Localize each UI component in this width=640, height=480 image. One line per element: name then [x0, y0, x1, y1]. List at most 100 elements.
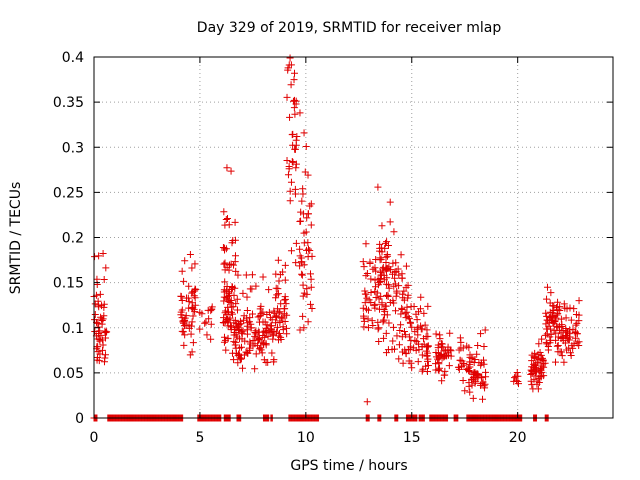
data-point [246, 338, 254, 346]
data-point [535, 367, 543, 375]
data-point [479, 395, 487, 403]
data-point [202, 318, 210, 326]
data-point [257, 302, 265, 310]
data-point [269, 331, 277, 339]
data-point [384, 292, 392, 300]
data-point [378, 299, 386, 307]
data-point [376, 256, 384, 264]
data-point [560, 300, 568, 308]
data-point [401, 309, 409, 317]
y-tick-label: 0.1 [62, 321, 84, 337]
data-point [178, 267, 186, 275]
data-point [178, 327, 186, 335]
data-point [371, 288, 379, 296]
data-point [365, 296, 373, 304]
y-tick-label: 0.3 [62, 140, 84, 156]
data-point [542, 339, 550, 347]
data-point [446, 329, 454, 337]
data-point [470, 359, 478, 367]
data-point [566, 333, 574, 341]
data-point [537, 365, 545, 373]
data-point [397, 251, 405, 259]
data-point [547, 289, 555, 297]
data-point [303, 214, 311, 222]
data-point [297, 208, 305, 216]
data-point [280, 305, 288, 313]
data-point [362, 240, 370, 248]
data-point [292, 160, 300, 168]
y-axis-title: SRMTID / TECUs [8, 182, 24, 295]
data-point [207, 320, 215, 328]
data-point [564, 328, 572, 336]
data-point [304, 171, 312, 179]
data-point [375, 324, 383, 332]
data-point [95, 252, 103, 260]
data-point [182, 312, 190, 320]
data-point [400, 287, 408, 295]
data-point [270, 356, 278, 364]
data-point [369, 322, 377, 330]
data-point [257, 346, 265, 354]
data-point [291, 110, 299, 118]
data-point [207, 335, 215, 343]
data-point [232, 344, 240, 352]
data-point [196, 308, 204, 316]
data-point [399, 359, 407, 367]
data-point [102, 334, 110, 342]
data-point [291, 145, 299, 153]
data-point [380, 334, 388, 342]
data-point [180, 341, 188, 349]
data-point [285, 162, 293, 170]
data-point [289, 158, 297, 166]
data-point [465, 367, 473, 375]
data-point [243, 349, 251, 357]
data-point [406, 319, 414, 327]
data-point [305, 245, 313, 253]
data-point [418, 351, 426, 359]
data-point [395, 282, 403, 290]
data-point [264, 332, 272, 340]
data-point [189, 339, 197, 347]
data-point [227, 167, 235, 175]
data-point [286, 54, 294, 62]
data-point [403, 308, 411, 316]
data-point [236, 335, 244, 343]
data-point [298, 270, 306, 278]
data-point [553, 304, 561, 312]
y-tick-label: 0.25 [53, 185, 84, 201]
data-point [231, 341, 239, 349]
data-point [392, 280, 400, 288]
data-point [402, 331, 410, 339]
data-point [243, 330, 251, 338]
data-point [181, 331, 189, 339]
x-tick-label: 5 [195, 430, 204, 446]
data-point [376, 240, 384, 248]
data-point [533, 377, 541, 385]
data-point [381, 239, 389, 247]
data-point [196, 325, 204, 333]
data-point [557, 315, 565, 323]
data-point [259, 339, 267, 347]
data-point [188, 348, 196, 356]
data-point [279, 326, 287, 334]
data-point [362, 305, 370, 313]
data-point [367, 275, 375, 283]
data-point [191, 294, 199, 302]
data-point [557, 334, 565, 342]
data-point [192, 286, 200, 294]
data-point [542, 331, 550, 339]
data-point [251, 332, 259, 340]
x-tick-label: 10 [297, 430, 315, 446]
data-point [201, 319, 209, 327]
data-point [417, 293, 425, 301]
data-point [412, 310, 420, 318]
data-point [413, 316, 421, 324]
data-point [297, 258, 305, 266]
data-point [383, 250, 391, 258]
data-point [402, 262, 410, 270]
data-point [220, 260, 228, 268]
data-point [296, 252, 304, 260]
data-point [189, 312, 197, 320]
data-point [281, 293, 289, 301]
